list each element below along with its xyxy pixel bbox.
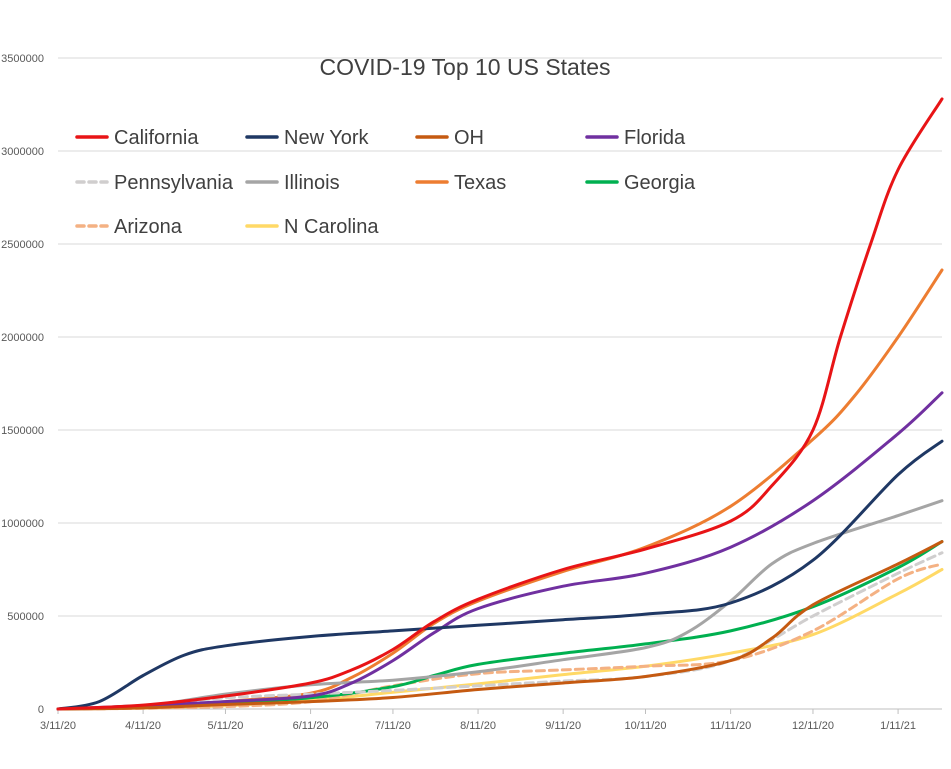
series-line-new-york (56, 439, 944, 711)
chart-title: COVID-19 Top 10 US States (319, 54, 610, 80)
legend-label: Pennsylvania (114, 172, 234, 194)
legend-item: N Carolina (245, 216, 379, 238)
x-tick-label: 12/11/20 (792, 720, 834, 732)
x-tick-label: 7/11/20 (375, 720, 411, 732)
y-tick-label: 0 (38, 704, 44, 716)
legend-label: Arizona (114, 216, 183, 238)
legend-item: New York (245, 127, 369, 149)
y-tick-label: 500000 (7, 611, 44, 623)
y-tick-label: 3000000 (1, 146, 44, 158)
x-tick-label: 5/11/20 (208, 720, 244, 732)
legend-label: OH (454, 127, 484, 149)
legend-label: New York (284, 127, 369, 149)
x-tick-label: 10/11/20 (624, 720, 666, 732)
series-line-oh (56, 540, 944, 711)
x-tick-label: 8/11/20 (460, 720, 496, 732)
legend: California New York OH Florida Pennsylvania I… (75, 127, 696, 238)
y-tick-label: 3500000 (1, 53, 44, 65)
legend-label: N Carolina (284, 216, 379, 238)
y-tick-label: 2500000 (1, 239, 44, 251)
series-line-pennsylvania (56, 551, 944, 711)
gridlines (58, 57, 942, 710)
legend-item: California (75, 127, 199, 149)
series-lines (56, 97, 944, 711)
series-line-texas (56, 268, 944, 711)
legend-item: Illinois (245, 172, 340, 194)
series-line-arizona (56, 562, 944, 711)
legend-item: Texas (415, 172, 506, 194)
legend-item: Pennsylvania (75, 172, 234, 194)
x-tick-label: 6/11/20 (293, 720, 329, 732)
y-tick-label: 1000000 (1, 518, 44, 530)
legend-item: Arizona (75, 216, 183, 238)
x-tick-label: 1/11/21 (880, 720, 916, 732)
legend-item: Florida (585, 127, 686, 149)
legend-item: OH (415, 127, 484, 149)
series-line-florida (56, 391, 944, 711)
legend-label: Georgia (624, 172, 696, 194)
x-tick-label: 9/11/20 (545, 720, 581, 732)
series-line-california (56, 97, 944, 711)
y-tick-label: 1500000 (1, 425, 44, 437)
x-tick-label: 3/11/20 (40, 720, 76, 732)
x-tick-label: 11/11/20 (710, 720, 751, 732)
legend-label: Florida (624, 127, 686, 149)
y-tick-label: 2000000 (1, 332, 44, 344)
x-tick-label: 4/11/20 (125, 720, 161, 732)
y-axis: 0 500000 1000000 1500000 2000000 2500000 30000… (1, 53, 44, 716)
legend-label: Texas (454, 172, 506, 194)
legend-label: California (114, 127, 199, 149)
x-axis: 3/11/20 4/11/20 5/11/20 6/11/20 7/11/20 8/11/… (40, 709, 916, 732)
legend-label: Illinois (284, 172, 340, 194)
legend-item: Georgia (585, 172, 696, 194)
series-line-illinois (56, 499, 944, 711)
